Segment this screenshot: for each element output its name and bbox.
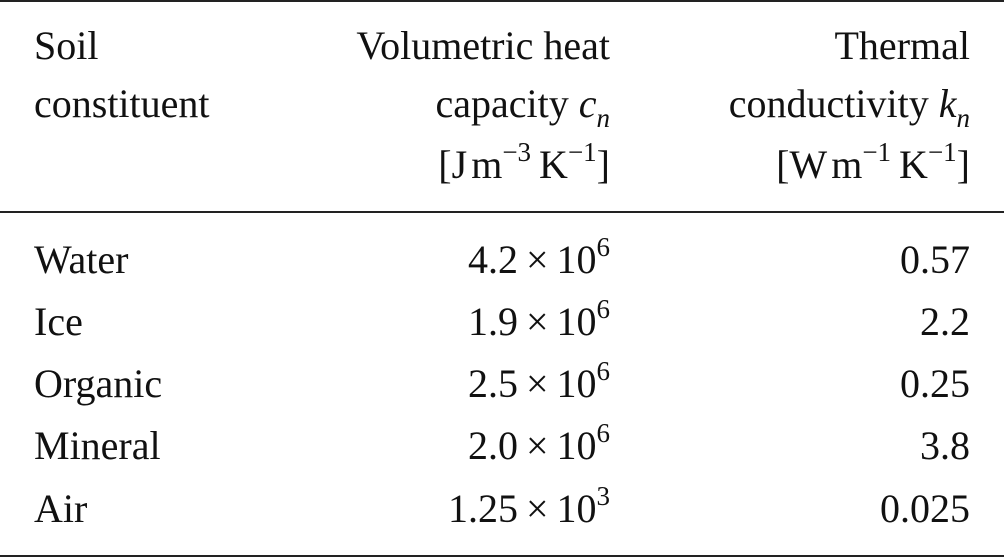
header-col2-line2: capacity cn: [435, 81, 610, 133]
header-col1-line2: constituent: [34, 81, 210, 126]
header-col3-line2: conductivity kn: [728, 81, 970, 133]
row-air-constituent: Air: [34, 486, 88, 531]
header-col2-unit: [J m−3 K−1]: [438, 137, 610, 188]
row-mineral-conductivity: 3.8: [920, 423, 970, 468]
row-ice-constituent: Ice: [34, 299, 83, 344]
row-mineral-constituent: Mineral: [34, 423, 161, 468]
row-organic-constituent: Organic: [34, 361, 163, 406]
row-air-conductivity: 0.025: [880, 486, 970, 531]
row-water-heat-capacity: 4.2 × 106: [467, 232, 610, 283]
bottom-rule: [0, 555, 1004, 557]
header-col3-line1: Thermal: [834, 23, 971, 68]
header-rule: [0, 211, 1004, 213]
row-air-heat-capacity: 1.25 × 103: [447, 481, 610, 532]
row-water-conductivity: 0.57: [900, 237, 970, 282]
row-organic-conductivity: 0.25: [900, 361, 970, 406]
header-col1-line1: Soil: [34, 23, 99, 68]
row-water-constituent: Water: [34, 237, 129, 282]
row-ice-conductivity: 2.2: [920, 299, 970, 344]
top-rule: [0, 0, 1004, 2]
row-ice-heat-capacity: 1.9 × 106: [467, 294, 610, 345]
header-col3-unit: [W m−1 K−1]: [776, 137, 970, 188]
row-organic-heat-capacity: 2.5 × 106: [467, 356, 610, 407]
row-mineral-heat-capacity: 2.0 × 106: [467, 418, 610, 469]
header-col2-line1: Volumetric heat: [356, 23, 610, 68]
